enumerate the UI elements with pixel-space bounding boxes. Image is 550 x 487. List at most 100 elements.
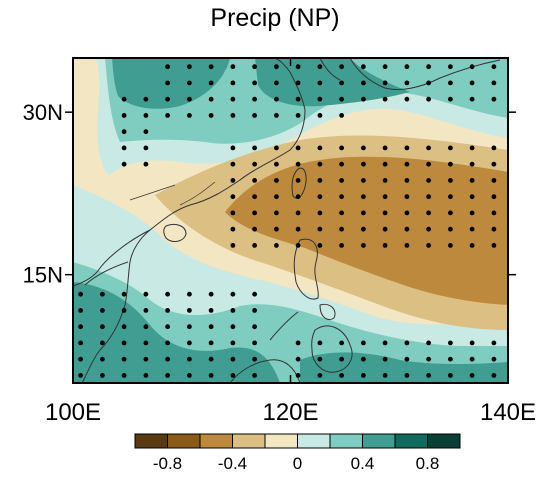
significance-dot [404,80,410,86]
significance-dot [187,291,192,297]
significance-dot [382,243,388,248]
significance-dot [230,291,236,297]
significance-dot [187,356,192,362]
significance-dot [426,340,431,346]
significance-dot [426,226,431,232]
significance-dot [230,356,236,362]
significance-dot [143,161,149,167]
significance-dot [165,340,171,346]
significance-dot [252,210,257,216]
lon-tick-label: 120E [262,399,318,426]
significance-dot [208,96,214,102]
significance-dot [491,210,497,216]
significance-dot [382,80,388,86]
significance-dot [100,373,105,378]
significance-dot [339,80,344,86]
significance-dot [252,356,257,362]
significance-dot [230,340,236,346]
significance-dot [295,373,301,378]
significance-dot [339,210,344,216]
significance-dot [491,178,497,183]
significance-dot [404,373,410,378]
significance-dot [252,96,257,102]
colorbar-swatch [394,433,428,449]
significance-dot [208,64,214,70]
significance-dot [491,96,497,102]
significance-dot [230,145,236,151]
colorbar-label: 0.4 [351,454,375,473]
significance-dot [469,356,475,362]
significance-dot [339,226,344,232]
significance-dot [426,194,431,200]
significance-dot [208,356,214,362]
significance-dot [404,243,410,248]
colorbar-swatch [427,433,461,449]
significance-dot [339,356,344,362]
significance-dot [382,178,388,183]
significance-dot [230,308,236,313]
significance-dot [382,96,388,102]
significance-dot [469,373,475,378]
significance-dot [404,145,410,151]
significance-dot [78,340,83,346]
significance-dot [361,373,366,378]
significance-dot [404,178,410,183]
significance-dot [230,80,236,86]
significance-dot [78,291,83,297]
significance-dot [252,178,257,183]
significance-dot [252,243,257,248]
significance-dot [491,226,497,232]
significance-dot [448,226,453,232]
significance-dot [230,243,236,248]
significance-dot [252,64,257,70]
significance-dot [208,324,214,330]
significance-dot [78,373,83,378]
significance-dot [361,210,366,216]
significance-dot [382,340,388,346]
significance-dot [339,178,344,183]
significance-dot [100,340,105,346]
significance-dot [339,340,344,346]
significance-dot [295,340,301,346]
significance-dot [339,96,344,102]
significance-dot [165,356,171,362]
lat-tick-label: 30N [23,100,63,125]
significance-dot [143,96,149,102]
significance-dot [448,161,453,167]
significance-dot [252,145,257,151]
lon-tick-label: 140E [480,399,536,426]
coast-hainan [163,223,187,242]
contour-pos-north-4 [255,58,410,107]
significance-dot [339,161,344,167]
significance-dot [121,129,127,135]
significance-dot [317,145,323,151]
significance-dot [404,96,410,102]
significance-dot [426,243,431,248]
significance-dot [230,373,236,378]
significance-dot [317,356,323,362]
significance-dot [187,113,192,118]
significance-dot [165,96,171,102]
significance-dot [469,64,475,70]
colorbar-label: -0.8 [153,454,182,473]
significance-dot [121,161,127,167]
significance-dot [100,308,105,313]
significance-dot [317,64,323,70]
significance-dot [121,324,127,330]
significance-dot [230,113,236,118]
significance-dot [230,64,236,70]
significance-dot [469,226,475,232]
significance-dot [295,161,301,167]
significance-dot [448,178,453,183]
significance-dot [404,226,410,232]
significance-dot [295,96,301,102]
colorbar-label: -0.4 [218,454,247,473]
significance-dot [382,145,388,151]
significance-dot [339,373,344,378]
significance-dot [317,178,323,183]
colorbar-swatch [134,433,168,449]
colorbar-swatch [329,433,363,449]
significance-dot [404,64,410,70]
significance-dot [426,64,431,70]
